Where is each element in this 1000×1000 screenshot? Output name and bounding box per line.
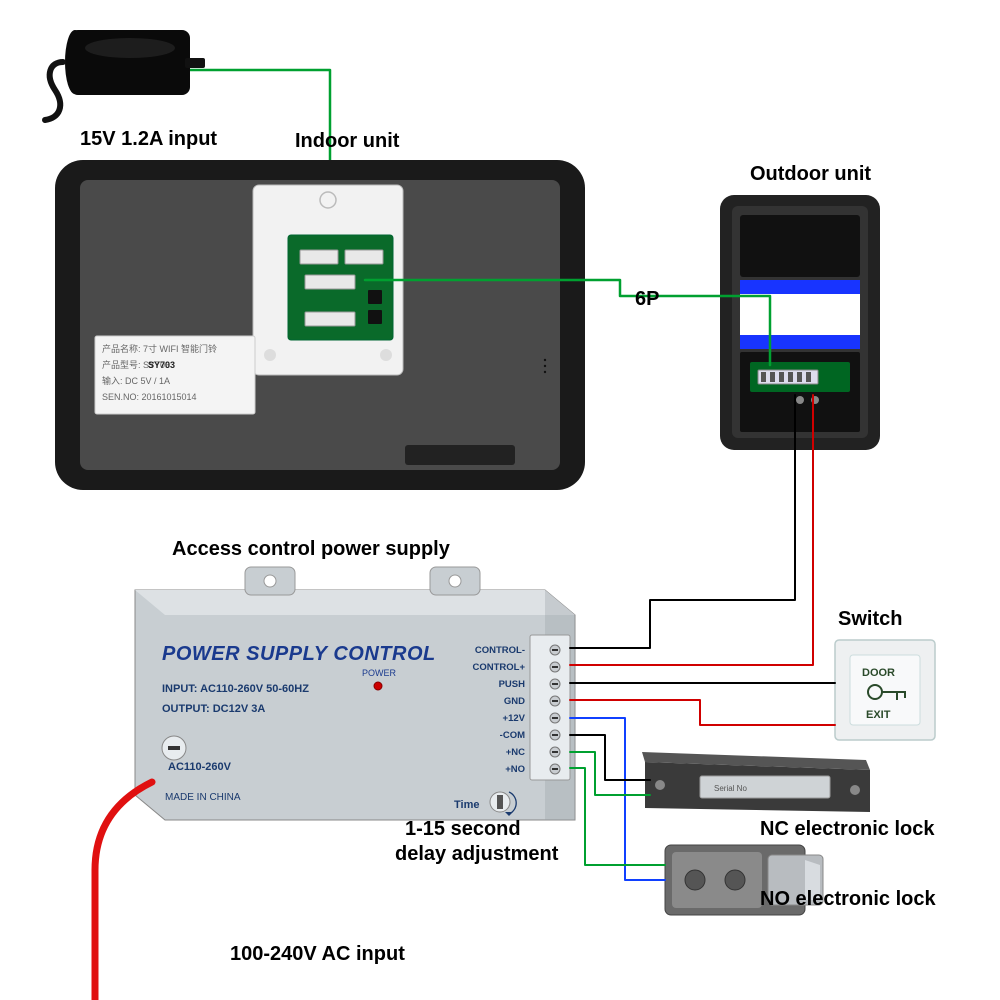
svg-text:SY703: SY703 [148,360,175,370]
svg-text:INPUT: AC110-260V 50-60HZ: INPUT: AC110-260V 50-60HZ [162,683,309,695]
label-ncLock: NC electronic lock [760,818,935,840]
svg-text:SEN.NO: 20161015014: SEN.NO: 20161015014 [102,392,197,402]
label-delay1: 1-15 second [405,818,521,840]
nc-lock: Serial No [642,752,870,812]
label-switch: Switch [838,608,902,630]
svg-text:GND: GND [504,696,525,707]
svg-text:MADE IN CHINA: MADE IN CHINA [165,792,241,803]
power-adapter [45,30,205,120]
label-psu: Access control power supply [172,538,451,560]
svg-text:CONTROL-: CONTROL- [475,645,525,656]
svg-text:POWER: POWER [362,668,397,678]
svg-text:OUTPUT: DC12V 3A: OUTPUT: DC12V 3A [162,703,265,715]
label-sixP: 6P [635,288,659,310]
svg-text:-COM: -COM [500,730,525,741]
svg-text:+NC: +NC [506,747,525,758]
svg-text:AC110-260V: AC110-260V [168,761,232,773]
svg-text:Serial No: Serial No [714,784,747,793]
label-adapter: 15V 1.2A input [80,128,217,150]
svg-text:CONTROL+: CONTROL+ [472,662,525,673]
svg-text:PUSH: PUSH [499,679,526,690]
label-outdoor: Outdoor unit [750,163,871,185]
svg-text:输入: DC 5V / 1A: 输入: DC 5V / 1A [102,375,170,386]
svg-text:Time: Time [454,799,479,811]
indoor-unit: 产品名称: 7寸 WIFI 智能门铃产品型号: SY703SY703输入: DC… [55,160,585,490]
outdoor-unit [720,195,880,450]
label-noLock: NO electronic lock [760,888,936,910]
label-delay2: delay adjustment [395,843,559,865]
svg-text:+NO: +NO [505,764,525,775]
svg-text:POWER SUPPLY CONTROL: POWER SUPPLY CONTROL [162,643,436,665]
svg-text:DOOR: DOOR [862,667,895,679]
svg-text:产品名称: 7寸 WIFI 智能门铃: 产品名称: 7寸 WIFI 智能门铃 [102,343,217,354]
exit-switch: DOOR EXIT [835,640,935,740]
power-supply: POWER SUPPLY CONTROL POWER INPUT: AC110-26… [135,567,575,820]
svg-text:EXIT: EXIT [866,709,891,721]
ac-input-wire [95,782,152,1000]
label-acin: 100-240V AC input [230,943,405,965]
svg-text:+12V: +12V [503,713,526,724]
label-indoor: Indoor unit [295,130,400,152]
